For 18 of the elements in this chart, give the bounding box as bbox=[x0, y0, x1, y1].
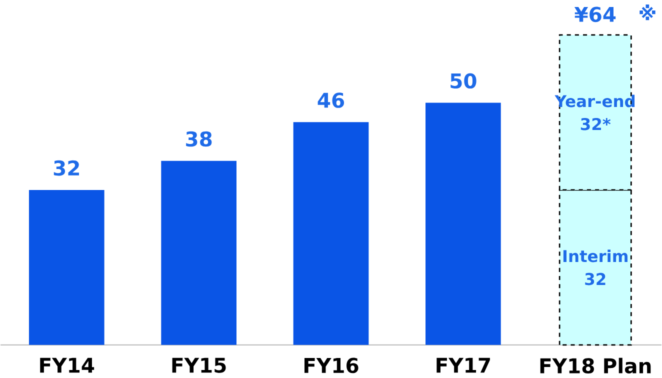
data-label: 50 bbox=[450, 73, 476, 89]
bar bbox=[161, 160, 236, 345]
bar bbox=[28, 190, 104, 345]
data-label: 32 bbox=[54, 160, 79, 176]
series-label: Interim bbox=[563, 250, 628, 262]
data-label: 46 bbox=[318, 92, 344, 108]
bar bbox=[426, 102, 501, 345]
x-tick-label: FY17 bbox=[436, 358, 490, 373]
text: ※ bbox=[640, 4, 656, 20]
data-label: 32 bbox=[585, 272, 606, 286]
x-tick-label: FY18 Plan bbox=[540, 358, 651, 374]
data-label: 32* bbox=[580, 118, 611, 130]
x-tick-label: FY14 bbox=[40, 358, 94, 373]
x-tick-label: FY16 bbox=[304, 358, 358, 374]
x-tick-label: FY15 bbox=[172, 358, 226, 373]
data-label: 38 bbox=[186, 131, 212, 147]
total-label: ¥64 bbox=[574, 6, 616, 22]
bar bbox=[293, 122, 369, 345]
